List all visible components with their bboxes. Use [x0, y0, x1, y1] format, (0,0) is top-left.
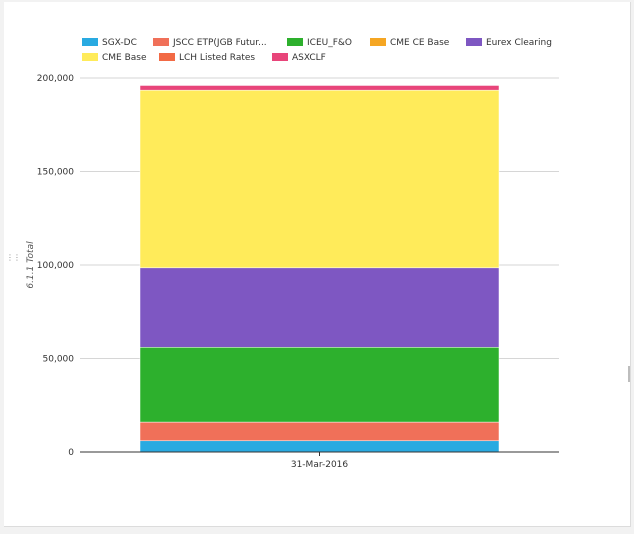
- legend-label-iceu-f-o[interactable]: ICEU_F&O: [307, 38, 352, 48]
- legend-label-sgx-dc[interactable]: SGX-DC: [102, 38, 137, 48]
- legend-swatch-eurex-clearing[interactable]: [466, 38, 482, 46]
- x-axis: 31-Mar-2016: [80, 451, 559, 470]
- legend-label-jscc-etp-jgb-futur[interactable]: JSCC ETP(JGB Futur...: [172, 38, 267, 48]
- legend-swatch-asxclf[interactable]: [272, 53, 288, 61]
- y-tick-label: 200,000: [37, 74, 74, 84]
- y-tick-label: 50,000: [43, 355, 75, 365]
- legend-label-asxclf[interactable]: ASXCLF: [292, 53, 326, 63]
- y-axis: 0 50,000 100,000 150,000 200,000: [37, 74, 74, 458]
- bar-segment-sgx-dc[interactable]: [139, 440, 500, 453]
- legend-label-cme-base[interactable]: CME Base: [102, 53, 147, 63]
- chart-panel: ⋮⋮ SGX-DC JSCC ETP(JGB Futur... ICEU_F&O CM…: [4, 2, 631, 527]
- legend: SGX-DC JSCC ETP(JGB Futur... ICEU_F&O CME C…: [82, 38, 552, 63]
- drag-handle-icon[interactable]: ⋮⋮: [6, 253, 21, 262]
- legend-label-cme-ce-base[interactable]: CME CE Base: [390, 38, 450, 48]
- bar-segment-asxclf[interactable]: [139, 85, 500, 91]
- x-tick-label: 31-Mar-2016: [291, 460, 349, 470]
- bar-segment-cme-base[interactable]: [139, 89, 500, 269]
- legend-swatch-cme-base[interactable]: [82, 53, 98, 61]
- legend-label-lch-listed-rates[interactable]: LCH Listed Rates: [179, 53, 255, 63]
- y-tick-label: 100,000: [37, 261, 74, 271]
- y-tick-label: 0: [68, 448, 74, 458]
- legend-swatch-lch-listed-rates[interactable]: [159, 53, 175, 61]
- legend-swatch-sgx-dc[interactable]: [82, 38, 98, 46]
- bar-segment-eurex-clearing[interactable]: [139, 267, 500, 348]
- bars: [139, 85, 500, 453]
- legend-swatch-cme-ce-base[interactable]: [370, 38, 386, 46]
- bar-segment-jscc-etp-jgb-futur[interactable]: [139, 421, 500, 442]
- y-tick-label: 150,000: [37, 168, 74, 178]
- stacked-bar-chart: SGX-DC JSCC ETP(JGB Futur... ICEU_F&O CME C…: [26, 38, 559, 470]
- scrollbar[interactable]: [628, 366, 630, 382]
- bar-segment-iceu-f-o[interactable]: [139, 347, 500, 423]
- legend-swatch-jscc-etp-jgb-futur[interactable]: [153, 38, 169, 46]
- legend-label-eurex-clearing[interactable]: Eurex Clearing: [486, 38, 552, 48]
- y-axis-label: 6.1.1 Total: [26, 241, 36, 289]
- legend-swatch-iceu-f-o[interactable]: [287, 38, 303, 46]
